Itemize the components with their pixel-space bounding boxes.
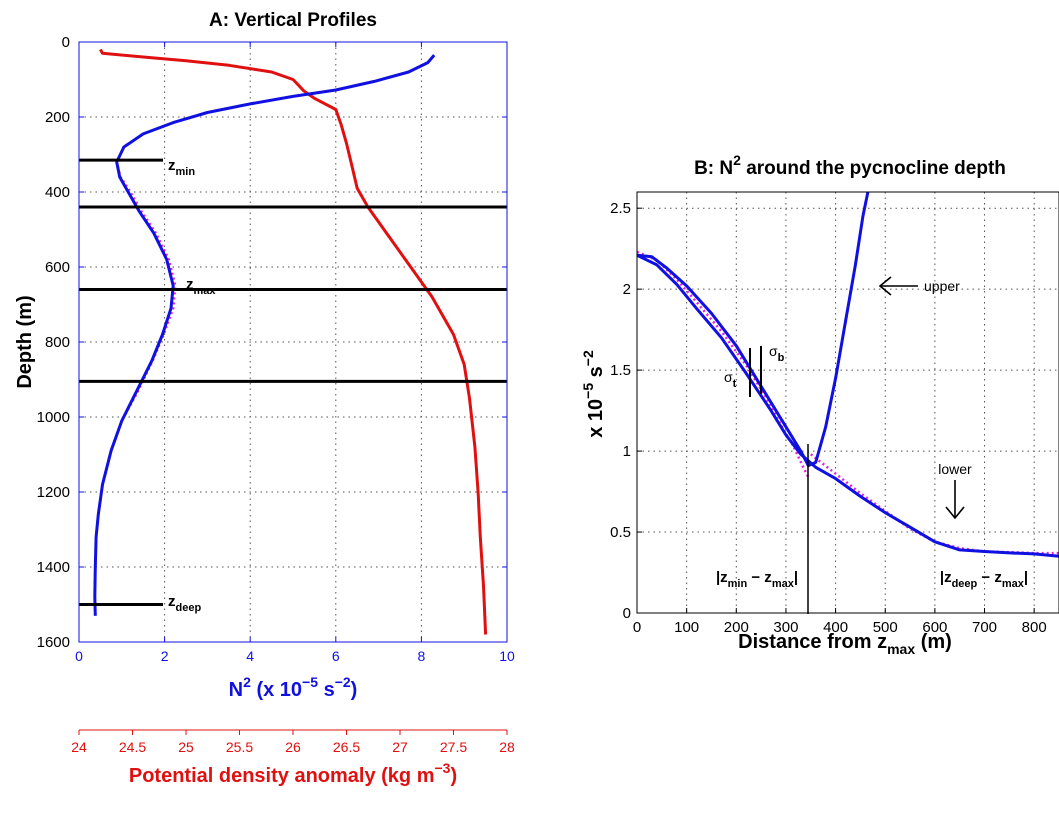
- panel-b-series: [637, 192, 1059, 558]
- upper-arrow: [878, 276, 918, 296]
- z-min-label: zmin: [168, 157, 195, 178]
- z-deep-label: zdeep: [168, 593, 201, 614]
- x-tick-label: 8: [418, 648, 426, 664]
- panel-b-grid: [637, 192, 1059, 613]
- x-tick-label: 700: [972, 619, 997, 636]
- lower-label: lower: [938, 461, 972, 477]
- density-tick-label: 26: [285, 739, 301, 755]
- density-tick-label: 25: [178, 739, 194, 755]
- panel-b-x-label: Distance from zmax (m): [738, 631, 952, 657]
- x-tick-label: 10: [499, 648, 515, 664]
- z-max-label: zmax: [186, 276, 216, 297]
- y-tick-label: 600: [45, 259, 70, 276]
- y-tick-label: 2: [623, 281, 631, 298]
- panel-b-frame: [636, 191, 1059, 614]
- panel-a-y-ticks: 0 200 400 600 800 1000 1200 1400 1600: [37, 34, 507, 651]
- x-tick-label: 300: [773, 619, 798, 636]
- y-tick-label: 200: [45, 109, 70, 126]
- zmin-zmax-label: |zmin − zmax|: [716, 569, 798, 590]
- upper-label: upper: [924, 278, 960, 294]
- x-tick-label: 600: [922, 619, 947, 636]
- density-axis-label: Potential density anomaly (kg m−3): [129, 760, 457, 787]
- density-tick-label: 27.5: [440, 739, 467, 755]
- x-tick-label: 0: [75, 648, 83, 664]
- y-tick-label: 1200: [37, 484, 70, 501]
- y-tick-label: 0: [62, 34, 70, 51]
- panel-a: A: Vertical Profiles 0 200 400 600 800 1000 12…: [14, 10, 515, 787]
- y-tick-label: 1600: [37, 634, 70, 651]
- density-tick-label: 24: [71, 739, 87, 755]
- sigma-b-label: σb: [769, 343, 785, 364]
- series-line-2: [637, 250, 810, 478]
- x-tick-label: 100: [674, 619, 699, 636]
- series-line-0: [93, 54, 436, 616]
- y-tick-label: 2.5: [610, 200, 631, 217]
- y-tick-label: 0.5: [610, 524, 631, 541]
- y-tick-label: 800: [45, 334, 70, 351]
- zdeep-zmax-label: |zdeep − zmax|: [940, 569, 1028, 590]
- panel-a-y-label: Depth (m): [14, 295, 36, 388]
- series-line-0: [637, 192, 870, 468]
- x-tick-label: 4: [246, 648, 254, 664]
- y-tick-label: 1400: [37, 559, 70, 576]
- panel-a-x-label: N2 (x 10−5 s−2): [229, 674, 358, 701]
- y-tick-label: 1.5: [610, 362, 631, 379]
- lower-arrow: [945, 480, 965, 520]
- panel-a-reference-lines: [79, 158, 507, 606]
- y-tick-label: 0: [623, 605, 631, 622]
- y-tick-label: 400: [45, 184, 70, 201]
- x-tick-label: 800: [1022, 619, 1047, 636]
- panel-a-title: A: Vertical Profiles: [209, 10, 377, 31]
- panel-a-grid: [79, 42, 507, 642]
- series-line-3: [810, 453, 1059, 555]
- panel-a-x-ticks: 0 2 4 6 8 10: [75, 42, 515, 664]
- x-tick-label: 400: [823, 619, 848, 636]
- x-tick-label: 2: [161, 648, 169, 664]
- x-tick-label: 0: [633, 619, 641, 636]
- density-tick-label: 28: [499, 739, 515, 755]
- y-tick-label: 1000: [37, 409, 70, 426]
- x-tick-label: 200: [724, 619, 749, 636]
- panel-b-y-label: x 10−5 s−2: [580, 350, 607, 438]
- x-tick-label: 500: [873, 619, 898, 636]
- density-tick-label: 24.5: [119, 739, 146, 755]
- y-tick-label: 1: [623, 443, 631, 460]
- panel-b-y-ticks: 0 0.5 1 1.5 2 2.5: [610, 200, 642, 622]
- panel-b-x-ticks: 0 100 200 300 400 500 600 700 800: [633, 608, 1047, 636]
- panel-b-title: B: N2 around the pycnocline depth: [694, 152, 1006, 179]
- sigma-t-label: σt: [724, 369, 737, 390]
- density-axis-ticks: 24 24.5 25 25.5 26 26.5 27 27.5 28: [71, 730, 515, 755]
- x-tick-label: 6: [332, 648, 340, 664]
- panel-b: B: N2 around the pycnocline depth upper …: [580, 152, 1059, 657]
- series-line-1: [637, 253, 1059, 558]
- density-tick-label: 25.5: [226, 739, 253, 755]
- series-line-1: [93, 161, 177, 616]
- density-tick-label: 26.5: [333, 739, 360, 755]
- panel-a-series: [93, 48, 488, 635]
- density-tick-label: 27: [392, 739, 408, 755]
- series-line-2: [99, 48, 488, 635]
